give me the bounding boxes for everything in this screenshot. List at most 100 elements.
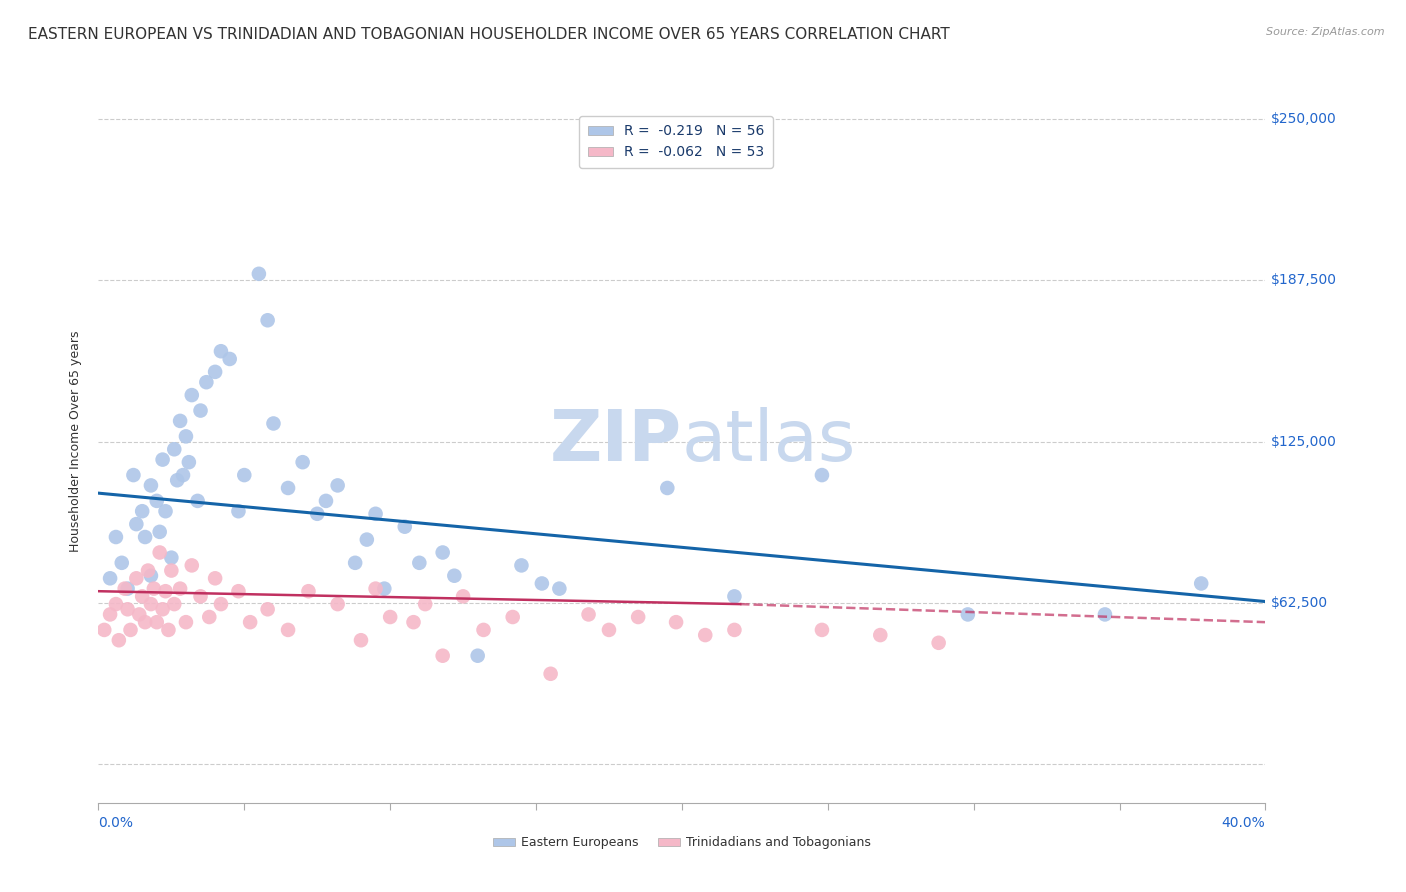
Point xyxy=(277,481,299,495)
Point xyxy=(530,576,553,591)
Text: 40.0%: 40.0% xyxy=(1222,815,1265,830)
Point xyxy=(114,582,136,596)
Point xyxy=(190,403,212,417)
Point xyxy=(548,582,571,596)
Text: ZIP: ZIP xyxy=(550,407,682,476)
Point xyxy=(125,517,148,532)
Point xyxy=(131,504,153,518)
Point xyxy=(811,623,834,637)
Point xyxy=(723,590,745,604)
Point xyxy=(169,582,191,596)
Point xyxy=(326,478,349,492)
Point xyxy=(160,550,183,565)
Point xyxy=(277,623,299,637)
Point xyxy=(443,568,465,582)
Point xyxy=(540,666,562,681)
Point xyxy=(139,478,162,492)
Point xyxy=(413,597,436,611)
Point xyxy=(1094,607,1116,622)
Point xyxy=(869,628,891,642)
Point xyxy=(134,615,156,630)
Point xyxy=(149,545,172,559)
Point xyxy=(394,519,416,533)
Point xyxy=(204,365,226,379)
Point xyxy=(247,267,270,281)
Point xyxy=(93,623,115,637)
Point xyxy=(160,564,183,578)
Point xyxy=(408,556,430,570)
Point xyxy=(432,648,454,663)
Point xyxy=(811,468,834,483)
Point xyxy=(98,607,121,622)
Point xyxy=(128,607,150,622)
Point xyxy=(166,473,188,487)
Point xyxy=(125,571,148,585)
Point xyxy=(180,558,202,573)
Point xyxy=(142,582,165,596)
Point xyxy=(928,636,950,650)
Y-axis label: Householder Income Over 65 years: Householder Income Over 65 years xyxy=(69,331,83,552)
Point xyxy=(120,623,142,637)
Text: $62,500: $62,500 xyxy=(1271,596,1329,610)
Text: 0.0%: 0.0% xyxy=(98,815,134,830)
Text: atlas: atlas xyxy=(682,407,856,476)
Point xyxy=(364,582,387,596)
Text: Source: ZipAtlas.com: Source: ZipAtlas.com xyxy=(1267,27,1385,37)
Point xyxy=(228,504,250,518)
Point xyxy=(665,615,688,630)
Point xyxy=(364,507,387,521)
Point xyxy=(134,530,156,544)
Point xyxy=(146,494,169,508)
Point xyxy=(163,597,186,611)
Point xyxy=(510,558,533,573)
Point xyxy=(177,455,200,469)
Point xyxy=(104,597,127,611)
Point xyxy=(155,584,177,599)
Point xyxy=(467,648,489,663)
Point xyxy=(131,590,153,604)
Point xyxy=(204,571,226,585)
Point xyxy=(169,414,191,428)
Point xyxy=(472,623,495,637)
Point xyxy=(350,633,373,648)
Point xyxy=(117,602,139,616)
Point xyxy=(198,610,221,624)
Point xyxy=(723,623,745,637)
Point xyxy=(139,597,162,611)
Point xyxy=(256,313,278,327)
Point xyxy=(172,468,194,483)
Point xyxy=(326,597,349,611)
Point xyxy=(373,582,395,596)
Point xyxy=(233,468,256,483)
Point xyxy=(402,615,425,630)
Point xyxy=(209,344,232,359)
Point xyxy=(1189,576,1212,591)
Point xyxy=(152,602,174,616)
Text: EASTERN EUROPEAN VS TRINIDADIAN AND TOBAGONIAN HOUSEHOLDER INCOME OVER 65 YEARS : EASTERN EUROPEAN VS TRINIDADIAN AND TOBA… xyxy=(28,27,950,42)
Point xyxy=(104,530,127,544)
Point xyxy=(209,597,232,611)
Point xyxy=(451,590,474,604)
Point xyxy=(380,610,402,624)
Point xyxy=(195,375,218,389)
Text: $250,000: $250,000 xyxy=(1271,112,1337,126)
Point xyxy=(356,533,378,547)
Point xyxy=(627,610,650,624)
Point xyxy=(155,504,177,518)
Point xyxy=(174,615,197,630)
Point xyxy=(291,455,314,469)
Point xyxy=(98,571,121,585)
Point xyxy=(228,584,250,599)
Point xyxy=(218,351,240,366)
Point xyxy=(344,556,367,570)
Point xyxy=(108,633,131,648)
Point xyxy=(956,607,979,622)
Point xyxy=(256,602,278,616)
Point xyxy=(695,628,717,642)
Point xyxy=(174,429,197,443)
Text: $187,500: $187,500 xyxy=(1271,273,1337,287)
Point xyxy=(502,610,524,624)
Point xyxy=(262,417,284,431)
Point xyxy=(149,524,172,539)
Point xyxy=(307,507,329,521)
